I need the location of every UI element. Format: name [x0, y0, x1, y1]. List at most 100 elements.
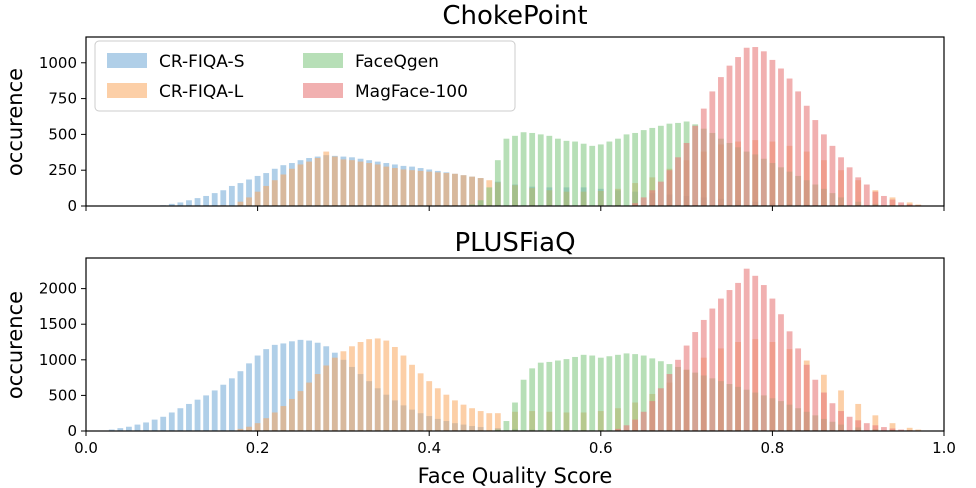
bar: [863, 184, 870, 206]
bar: [795, 348, 802, 431]
bar: [752, 275, 759, 431]
bar: [168, 203, 175, 206]
bar: [889, 428, 896, 431]
bar: [855, 420, 862, 431]
bar: [494, 429, 501, 431]
bar: [735, 57, 741, 206]
bar: [280, 406, 287, 431]
bar: [400, 169, 407, 206]
plot-frame: [85, 257, 945, 432]
bar: [289, 398, 295, 431]
bar: [803, 364, 810, 431]
bar: [314, 158, 321, 206]
y-tick-label: 0: [67, 197, 77, 215]
bar: [606, 141, 613, 206]
bar: [263, 349, 270, 431]
bar: [829, 403, 836, 431]
bar: [117, 428, 124, 431]
bar: [374, 338, 381, 431]
bar: [906, 202, 913, 206]
y-tick-label: 2000: [39, 280, 77, 298]
bar: [246, 179, 252, 206]
bar: [452, 173, 458, 206]
bar: [863, 423, 870, 431]
bar: [580, 354, 587, 431]
bar: [469, 176, 475, 206]
bar: [289, 341, 295, 431]
bar: [881, 195, 887, 206]
bar: [537, 134, 544, 206]
bar: [675, 359, 681, 431]
bar: [297, 339, 304, 431]
bar: [898, 202, 904, 206]
bar: [503, 421, 510, 431]
x-tick-label: 0.4: [417, 439, 441, 457]
x-tick-label: 0.0: [74, 439, 98, 457]
bar: [683, 345, 690, 431]
bar: [529, 368, 536, 431]
bar: [786, 78, 793, 206]
bar: [254, 191, 261, 206]
bar: [323, 365, 330, 431]
bar: [743, 268, 750, 431]
bar: [657, 388, 664, 431]
x-tick-label: 0.2: [246, 439, 270, 457]
bar: [246, 197, 252, 206]
bar: [391, 168, 398, 206]
bar: [366, 163, 373, 206]
bar: [452, 400, 458, 431]
bar: [683, 142, 690, 206]
legend-label: MagFace-100: [355, 82, 468, 102]
bar: [203, 195, 210, 206]
bar: [289, 168, 295, 206]
bar: [254, 423, 261, 431]
bar: [383, 340, 390, 431]
bar: [855, 177, 862, 206]
bar: [503, 138, 510, 206]
bar: [872, 415, 879, 431]
chart-title: ChokePoint: [442, 1, 587, 31]
bar: [632, 132, 639, 206]
bar: [855, 403, 862, 431]
bar: [357, 161, 364, 206]
bar: [400, 355, 407, 431]
bar: [623, 353, 630, 431]
bar: [520, 132, 527, 206]
bar: [520, 379, 527, 431]
bar: [323, 151, 330, 206]
bar: [203, 395, 210, 431]
bar: [143, 422, 149, 431]
bar: [872, 191, 879, 206]
bar: [271, 180, 278, 206]
bar: [134, 424, 141, 431]
y-axis-label: occurence: [3, 291, 27, 399]
legend-label: FaceQgen: [355, 52, 439, 72]
bar: [915, 429, 922, 431]
bar: [752, 47, 759, 206]
bar: [615, 354, 621, 431]
bar: [649, 401, 656, 431]
bar: [666, 170, 673, 206]
bar: [297, 164, 304, 206]
x-tick-label: 0.8: [760, 439, 784, 457]
bar: [838, 411, 844, 431]
bar: [417, 170, 424, 206]
bar: [572, 356, 578, 431]
bar: [803, 105, 810, 206]
bar: [649, 127, 656, 206]
legend-swatch: [107, 53, 147, 68]
bar: [700, 319, 707, 431]
bar: [486, 187, 493, 206]
bar: [709, 308, 716, 431]
bar: [391, 346, 398, 431]
bar: [632, 203, 639, 206]
legend-swatch: [107, 83, 147, 98]
bar: [246, 363, 252, 431]
bar: [443, 394, 450, 431]
bar: [340, 351, 347, 431]
y-tick-label: 1000: [39, 351, 77, 369]
bar: [460, 175, 467, 206]
bar: [546, 361, 553, 431]
bar: [271, 344, 278, 431]
